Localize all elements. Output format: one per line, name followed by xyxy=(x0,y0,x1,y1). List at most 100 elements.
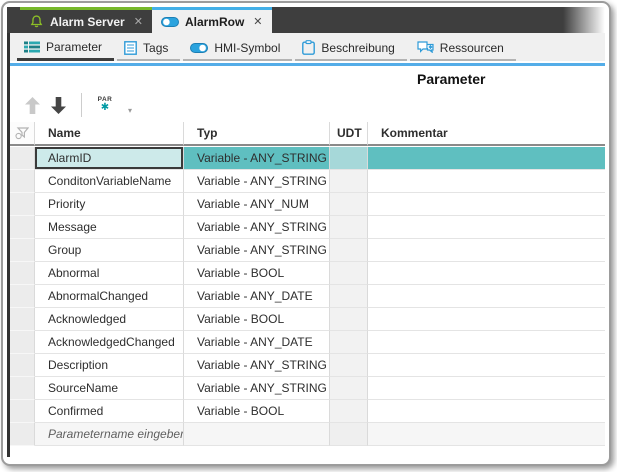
param-udt-cell[interactable] xyxy=(330,377,368,400)
chevron-down-icon[interactable]: ▾ xyxy=(128,105,133,115)
row-selector-cell[interactable] xyxy=(10,285,35,308)
param-kommentar-cell[interactable] xyxy=(368,170,605,193)
row-selector-cell[interactable] xyxy=(10,147,35,170)
param-kommentar-cell[interactable] xyxy=(368,262,605,285)
param-udt-cell[interactable] xyxy=(330,285,368,308)
row-selector-cell[interactable] xyxy=(10,170,35,193)
param-typ-cell[interactable]: Variable - ANY_STRING xyxy=(184,147,330,170)
param-typ-cell[interactable]: Variable - BOOL xyxy=(184,308,330,331)
row-selector-cell[interactable] xyxy=(10,400,35,423)
column-header-kommentar[interactable]: Kommentar xyxy=(368,122,605,146)
param-typ-cell[interactable]: Variable - ANY_DATE xyxy=(184,285,330,308)
table-row[interactable]: Abnormal Variable - BOOL xyxy=(10,262,605,285)
row-selector-cell[interactable] xyxy=(10,377,35,400)
param-name-cell[interactable]: Acknowledged xyxy=(35,308,184,331)
row-selector-cell[interactable] xyxy=(10,331,35,354)
param-typ-cell[interactable] xyxy=(184,423,330,446)
tab-beschreibung[interactable]: Beschreibung xyxy=(295,37,407,61)
tab-ressourcen[interactable]: ✱ Ressourcen xyxy=(409,38,516,61)
param-name-cell[interactable]: Message xyxy=(35,216,184,239)
param-typ-cell[interactable]: Variable - ANY_STRING xyxy=(184,354,330,377)
close-icon[interactable]: ✕ xyxy=(133,16,143,28)
param-udt-cell[interactable] xyxy=(330,423,368,446)
param-kommentar-cell[interactable] xyxy=(368,285,605,308)
param-typ-cell[interactable]: Variable - ANY_STRING xyxy=(184,239,330,262)
table-row[interactable]: Description Variable - ANY_STRING xyxy=(10,354,605,377)
param-udt-cell[interactable] xyxy=(330,354,368,377)
param-kommentar-cell[interactable] xyxy=(368,147,605,170)
param-kommentar-cell[interactable] xyxy=(368,354,605,377)
table-row[interactable]: AlarmID Variable - ANY_STRING xyxy=(10,147,605,170)
row-selector-cell[interactable] xyxy=(10,193,35,216)
doc-tab-label: AlarmRow xyxy=(184,14,245,29)
move-down-button[interactable] xyxy=(45,91,71,119)
tab-hmi-symbol[interactable]: HMI-Symbol xyxy=(183,38,293,61)
column-header-name[interactable]: Name xyxy=(35,122,184,146)
param-typ-cell[interactable]: Variable - ANY_NUM xyxy=(184,193,330,216)
table-row[interactable]: SourceName Variable - ANY_STRING xyxy=(10,377,605,400)
param-name-cell[interactable]: Group xyxy=(35,239,184,262)
table-row[interactable]: Confirmed Variable - BOOL xyxy=(10,400,605,423)
tab-tags[interactable]: Tags xyxy=(117,38,181,61)
row-selector-cell[interactable] xyxy=(10,308,35,331)
row-selector-cell[interactable] xyxy=(10,239,35,262)
table-row[interactable]: AbnormalChanged Variable - ANY_DATE xyxy=(10,285,605,308)
param-kommentar-cell[interactable] xyxy=(368,331,605,354)
param-udt-cell[interactable] xyxy=(330,147,368,170)
param-udt-cell[interactable] xyxy=(330,262,368,285)
table-row[interactable]: Group Variable - ANY_STRING xyxy=(10,239,605,262)
param-kommentar-cell[interactable] xyxy=(368,193,605,216)
param-kommentar-cell[interactable] xyxy=(368,239,605,262)
param-udt-cell[interactable] xyxy=(330,239,368,262)
table-row[interactable]: ConditonVariableName Variable - ANY_STRI… xyxy=(10,170,605,193)
new-parameter-row[interactable]: Parametername eingeben xyxy=(10,423,605,446)
row-selector-cell[interactable] xyxy=(10,423,35,446)
param-udt-cell[interactable] xyxy=(330,193,368,216)
editor-window: Alarm Server ✕ AlarmRow ✕ Parameter xyxy=(1,1,611,466)
filter-header-cell[interactable] xyxy=(10,122,35,146)
param-kommentar-cell[interactable] xyxy=(368,308,605,331)
param-name-cell[interactable]: SourceName xyxy=(35,377,184,400)
param-udt-cell[interactable] xyxy=(330,170,368,193)
param-name-cell[interactable]: AbnormalChanged xyxy=(35,285,184,308)
param-typ-cell[interactable]: Variable - BOOL xyxy=(184,262,330,285)
column-header-typ[interactable]: Typ xyxy=(184,122,330,146)
param-name-cell[interactable]: Confirmed xyxy=(35,400,184,423)
param-typ-cell[interactable]: Variable - ANY_STRING xyxy=(184,377,330,400)
param-name-cell[interactable]: ConditonVariableName xyxy=(35,170,184,193)
arrow-down-icon xyxy=(50,96,66,114)
param-name-cell[interactable]: Description xyxy=(35,354,184,377)
add-parameter-button[interactable]: PAR ✱ xyxy=(92,97,118,113)
close-icon[interactable]: ✕ xyxy=(253,16,263,28)
doc-tab-alarm-server[interactable]: Alarm Server ✕ xyxy=(20,7,152,33)
column-header-udt[interactable]: UDT xyxy=(330,122,368,146)
param-kommentar-cell[interactable] xyxy=(368,400,605,423)
param-name-cell[interactable]: Abnormal xyxy=(35,262,184,285)
param-udt-cell[interactable] xyxy=(330,308,368,331)
param-typ-cell[interactable]: Variable - BOOL xyxy=(184,400,330,423)
title-row: Parameter xyxy=(10,66,605,88)
param-name-cell[interactable]: AlarmID xyxy=(35,147,184,170)
table-row[interactable]: Priority Variable - ANY_NUM xyxy=(10,193,605,216)
param-typ-cell[interactable]: Variable - ANY_STRING xyxy=(184,170,330,193)
param-name-cell[interactable]: Parametername eingeben xyxy=(35,423,184,446)
param-udt-cell[interactable] xyxy=(330,400,368,423)
row-selector-cell[interactable] xyxy=(10,354,35,377)
doc-tab-alarmrow[interactable]: AlarmRow ✕ xyxy=(151,7,272,33)
table-row[interactable]: Message Variable - ANY_STRING xyxy=(10,216,605,239)
table-row[interactable]: Acknowledged Variable - BOOL xyxy=(10,308,605,331)
param-name-cell[interactable]: Priority xyxy=(35,193,184,216)
table-row[interactable]: AcknowledgedChanged Variable - ANY_DATE xyxy=(10,331,605,354)
move-up-button[interactable] xyxy=(19,91,45,119)
param-kommentar-cell[interactable] xyxy=(368,216,605,239)
param-name-cell[interactable]: AcknowledgedChanged xyxy=(35,331,184,354)
param-typ-cell[interactable]: Variable - ANY_DATE xyxy=(184,331,330,354)
tab-parameter[interactable]: Parameter xyxy=(17,37,115,61)
param-kommentar-cell[interactable] xyxy=(368,377,605,400)
row-selector-cell[interactable] xyxy=(10,216,35,239)
param-udt-cell[interactable] xyxy=(330,331,368,354)
param-udt-cell[interactable] xyxy=(330,216,368,239)
param-typ-cell[interactable]: Variable - ANY_STRING xyxy=(184,216,330,239)
row-selector-cell[interactable] xyxy=(10,262,35,285)
param-kommentar-cell[interactable] xyxy=(368,423,605,446)
